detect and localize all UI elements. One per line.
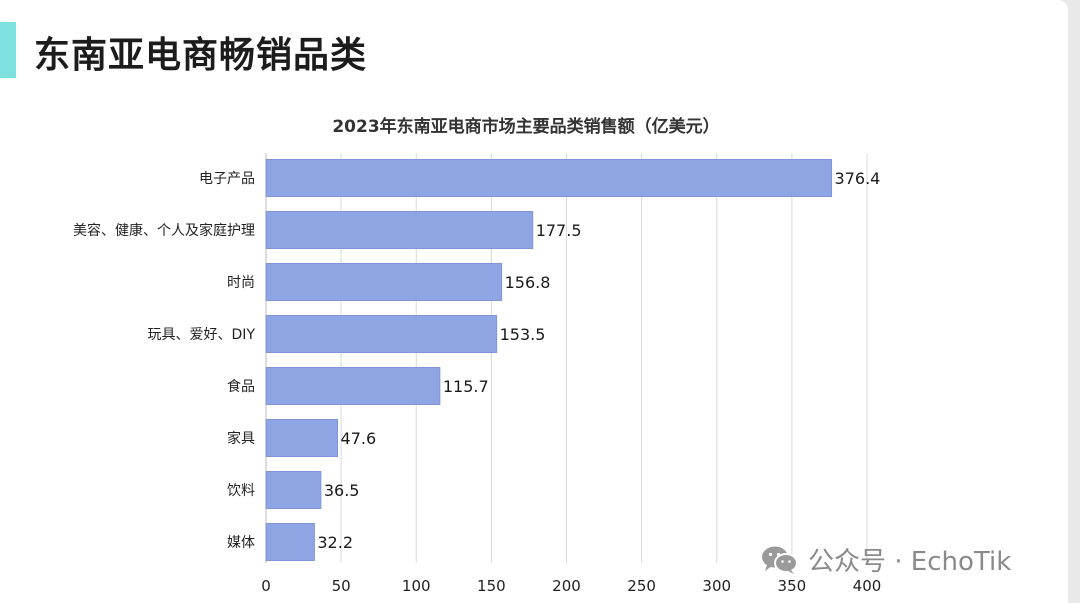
category-label: 电子产品	[199, 171, 255, 187]
x-tick-label: 350	[778, 577, 807, 595]
data-label: 47.6	[341, 429, 377, 448]
bar	[265, 211, 534, 249]
x-tick-label: 200	[552, 577, 581, 595]
bar	[265, 419, 339, 457]
bars	[265, 159, 833, 561]
category-label: 玩具、爱好、DIY	[148, 327, 256, 343]
x-tick-label: 150	[477, 577, 506, 595]
x-tick-label: 300	[702, 577, 731, 595]
watermark: 公众号 · EchoTik	[760, 541, 1011, 578]
bar	[265, 315, 498, 353]
x-tick-label: 0	[261, 577, 271, 595]
wechat-icon	[762, 546, 798, 574]
data-label: 156.8	[505, 273, 551, 292]
watermark-text: 公众号 · EchoTik	[808, 547, 1012, 577]
x-tick-label: 400	[853, 577, 882, 595]
chart-title: 2023年东南亚电商市场主要品类销售额（亿美元）	[332, 116, 719, 137]
bar	[265, 471, 322, 509]
x-tick-labels: 0 50 100 150 200 250 300 350 400	[261, 577, 881, 595]
data-label: 115.7	[443, 377, 489, 396]
category-label: 家具	[227, 430, 255, 447]
value-labels: 376.4 177.5 156.8 153.5 115.7 47.6 36.5 32.2	[317, 169, 880, 552]
category-label: 饮料	[227, 483, 255, 499]
data-label: 32.2	[317, 533, 353, 552]
x-tick-label: 50	[332, 577, 351, 595]
data-label: 376.4	[835, 169, 881, 188]
category-label: 时尚	[227, 275, 255, 291]
category-label: 美容、健康、个人及家庭护理	[73, 222, 255, 239]
x-tick-label: 250	[627, 577, 656, 595]
data-label: 36.5	[324, 481, 360, 500]
bar	[265, 159, 833, 197]
data-label: 177.5	[536, 221, 582, 240]
page-title: 东南亚电商畅销品类	[34, 35, 368, 76]
x-tick-label: 100	[402, 577, 431, 595]
category-label: 食品	[227, 378, 255, 395]
category-label: 媒体	[227, 535, 255, 551]
bar	[265, 263, 503, 301]
bar	[265, 367, 441, 405]
bar	[265, 523, 315, 561]
title-accent-bar	[0, 22, 16, 78]
data-label: 153.5	[500, 325, 546, 344]
